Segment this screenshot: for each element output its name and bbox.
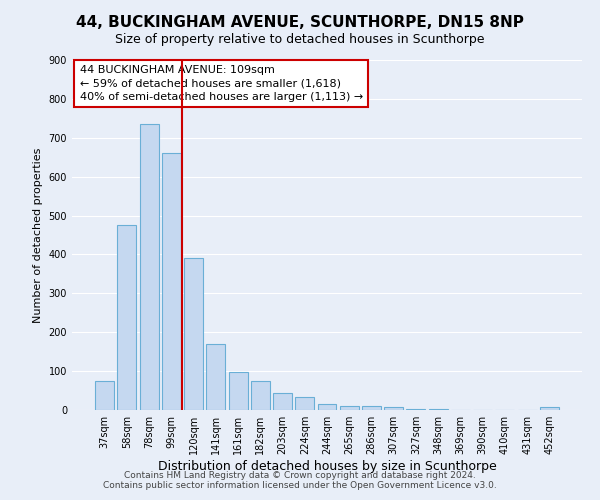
Y-axis label: Number of detached properties: Number of detached properties: [33, 148, 43, 322]
Bar: [429, 409, 448, 410]
Text: 44, BUCKINGHAM AVENUE, SCUNTHORPE, DN15 8NP: 44, BUCKINGHAM AVENUE, SCUNTHORPE, DN15 …: [76, 15, 524, 30]
Bar: [540, 407, 559, 410]
X-axis label: Distribution of detached houses by size in Scunthorpe: Distribution of detached houses by size …: [158, 460, 496, 473]
Text: Size of property relative to detached houses in Scunthorpe: Size of property relative to detached ho…: [115, 32, 485, 46]
Bar: [251, 381, 270, 410]
Bar: [162, 154, 181, 410]
Bar: [140, 124, 158, 410]
Bar: [273, 392, 292, 410]
Bar: [384, 408, 403, 410]
Bar: [362, 406, 381, 410]
Bar: [206, 344, 225, 410]
Text: 44 BUCKINGHAM AVENUE: 109sqm
← 59% of detached houses are smaller (1,618)
40% of: 44 BUCKINGHAM AVENUE: 109sqm ← 59% of de…: [80, 66, 363, 102]
Bar: [406, 409, 425, 410]
Bar: [295, 397, 314, 410]
Bar: [340, 406, 359, 410]
Text: Contains HM Land Registry data © Crown copyright and database right 2024.
Contai: Contains HM Land Registry data © Crown c…: [103, 470, 497, 490]
Bar: [184, 258, 203, 410]
Bar: [95, 381, 114, 410]
Bar: [317, 404, 337, 410]
Bar: [229, 372, 248, 410]
Bar: [118, 226, 136, 410]
